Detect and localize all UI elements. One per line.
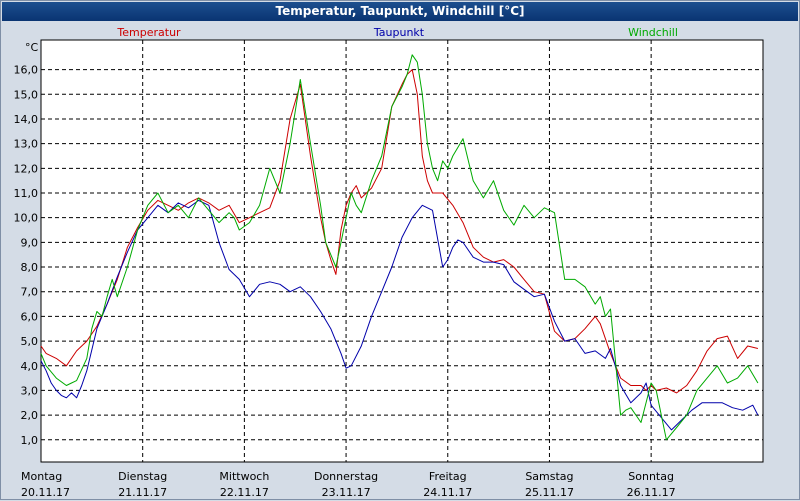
series-line-windchill: [40, 54, 759, 441]
x-date-label: 20.11.17: [21, 486, 70, 499]
x-day-label: Samstag: [525, 470, 573, 483]
y-tick-label: 4,0: [21, 360, 39, 373]
x-day-label: Montag: [21, 470, 62, 483]
x-day-label: Freitag: [429, 470, 467, 483]
y-tick-label: 9,0: [21, 236, 39, 249]
x-day-label: Dienstag: [118, 470, 167, 483]
legend-windchill: Windchill: [628, 26, 678, 39]
x-date-label: 26.11.17: [627, 486, 676, 499]
y-tick-label: 14,0: [14, 113, 39, 126]
y-tick-label: 2,0: [21, 409, 39, 422]
series-line-temperatur: [40, 69, 759, 394]
y-tick-label: 15,0: [14, 88, 39, 101]
legend-taupunkt: Taupunkt: [373, 26, 425, 39]
legend: Temperatur Taupunkt Windchill: [116, 26, 678, 39]
legend-temperatur: Temperatur: [116, 26, 181, 39]
y-tick-label: 1,0: [21, 434, 39, 447]
y-tick-label: 3,0: [21, 384, 39, 397]
chart-title: Temperatur, Taupunkt, Windchill [°C]: [2, 2, 798, 21]
x-date-label: 25.11.17: [525, 486, 574, 499]
y-tick-label: 11,0: [14, 187, 39, 200]
x-date-label: 21.11.17: [118, 486, 167, 499]
grid-lines: [41, 40, 763, 462]
y-tick-label: 10,0: [14, 212, 39, 225]
x-date-label: 24.11.17: [423, 486, 472, 499]
y-tick-label: 5,0: [21, 335, 39, 348]
x-date-label: 22.11.17: [220, 486, 269, 499]
x-day-label: Sonntag: [628, 470, 674, 483]
y-tick-label: 6,0: [21, 310, 39, 323]
x-date-label: 23.11.17: [322, 486, 371, 499]
x-day-label: Mittwoch: [219, 470, 269, 483]
y-tick-label: 7,0: [21, 286, 39, 299]
plot-area: [40, 39, 764, 463]
y-tick-label: 12,0: [14, 162, 39, 175]
y-unit-label: °C: [25, 41, 39, 54]
y-tick-label: 8,0: [21, 261, 39, 274]
tick-labels: 1,0 2,0 3,0 4,0 5,0 6,0 7,0 8,0 9,0 10,0 11,0 12,0 1…: [14, 64, 676, 499]
series-line-taupunkt: [40, 199, 759, 431]
y-tick-label: 16,0: [14, 64, 39, 77]
x-day-label: Donnerstag: [314, 470, 378, 483]
series-lines: [40, 54, 759, 441]
y-tick-label: 13,0: [14, 138, 39, 151]
